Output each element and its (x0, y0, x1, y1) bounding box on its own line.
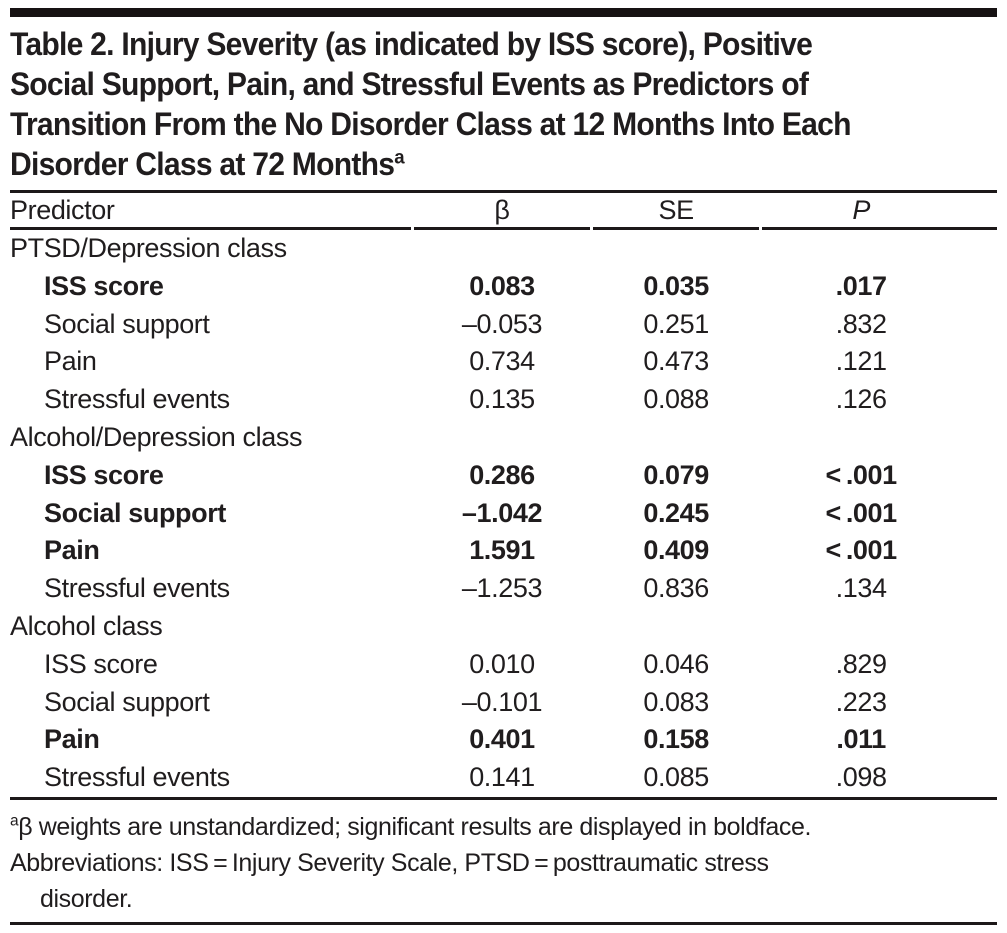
data-row: Stressful events 0.135 0.088 .126 (10, 381, 997, 419)
p-value-cell: .126 (835, 384, 887, 415)
beta-value-cell: 1.591 (469, 535, 535, 566)
results-table: Predictor β SE P PTSD/Depression class IS… (7, 193, 1000, 797)
footnotes: aβ weights are unstandardized; significa… (10, 800, 997, 917)
beta-value-cell: –1.253 (461, 573, 543, 604)
beta-value-cell: 0.010 (469, 648, 535, 679)
p-value-cell: .098 (835, 762, 887, 793)
data-row: ISS score 0.083 0.035 .017 (10, 268, 997, 306)
section-header-row: Alcohol class (10, 608, 997, 646)
footnote-abbreviations-line-2: disorder. (40, 884, 133, 913)
beta-value-cell: 0.141 (469, 762, 535, 793)
title-line-2: Social Support, Pain, and Stressful Even… (10, 66, 809, 102)
predictor-cell: Pain (44, 535, 100, 566)
se-value-cell: 0.245 (643, 497, 709, 528)
footnote-significance-text: β weights are unstandardized; significan… (18, 812, 812, 841)
section-label: Alcohol/Depression class (10, 421, 303, 452)
p-value-cell: .832 (835, 308, 887, 339)
se-value-cell: 0.836 (643, 573, 709, 604)
predictor-cell: Pain (44, 724, 100, 755)
section-label: PTSD/Depression class (10, 233, 287, 263)
data-row: Stressful events –1.253 0.836 .134 (10, 570, 997, 608)
beta-value-cell: 0.083 (469, 270, 535, 301)
predictor-cell: Stressful events (44, 573, 230, 604)
se-value-cell: 0.083 (643, 686, 709, 717)
predictor-cell: Social support (44, 497, 226, 528)
predictor-cell: Stressful events (44, 762, 230, 793)
se-value-cell: 0.079 (643, 459, 709, 490)
p-value-cell: .121 (835, 346, 887, 377)
footnote-marker: a (10, 812, 19, 830)
se-value-cell: 0.158 (643, 724, 709, 755)
se-value-cell: 0.473 (643, 346, 709, 377)
section-header-row: Alcohol/Depression class (10, 419, 997, 457)
section-label: Alcohol class (10, 610, 163, 641)
data-row: ISS score 0.286 0.079 < .001 (10, 457, 997, 495)
data-row: Pain 0.734 0.473 .121 (10, 343, 997, 381)
p-value-cell: .011 (836, 724, 886, 755)
se-value-cell: 0.035 (643, 270, 709, 301)
p-value-cell: .017 (835, 270, 887, 301)
title-line-3: Transition From the No Disorder Class at… (10, 106, 851, 142)
se-value-cell: 0.046 (643, 648, 709, 679)
beta-value-cell: –1.042 (461, 497, 543, 528)
predictor-cell: Pain (44, 346, 97, 377)
section-header-row: PTSD/Depression class (10, 230, 997, 268)
beta-value-cell: 0.734 (469, 346, 535, 377)
beta-value-cell: –0.101 (461, 686, 543, 717)
se-value-cell: 0.409 (643, 535, 709, 566)
column-header-p: P (762, 193, 997, 230)
beta-value-cell: 0.135 (469, 384, 535, 415)
column-header-row: Predictor β SE P (10, 193, 997, 230)
table-body: PTSD/Depression class ISS score 0.083 0.035… (10, 230, 997, 797)
column-header-se: SE (593, 193, 760, 230)
beta-value-cell: 0.286 (469, 459, 535, 490)
table-bottom-rule (10, 796, 997, 800)
p-value-cell: .829 (835, 648, 887, 679)
data-row: Stressful events 0.141 0.085 .098 (10, 759, 997, 797)
footnote-abbreviations-line-1: Abbreviations: ISS = Injury Severity Sca… (10, 848, 769, 877)
data-row: Social support –1.042 0.245 < .001 (10, 495, 997, 533)
predictor-cell: Social support (44, 686, 210, 717)
se-value-cell: 0.251 (643, 308, 709, 339)
beta-value-cell: –0.053 (461, 308, 543, 339)
table-2-panel: Table 2. Injury Severity (as indicated b… (0, 8, 1007, 925)
data-row: Social support –0.053 0.251 .832 (10, 306, 997, 344)
p-value-cell: .134 (835, 573, 887, 604)
beta-value-cell: 0.401 (469, 724, 535, 755)
table-title: Table 2. Injury Severity (as indicated b… (10, 24, 997, 184)
p-value-cell: < .001 (825, 459, 897, 490)
se-value-cell: 0.085 (643, 762, 709, 793)
p-value-cell: < .001 (825, 535, 897, 566)
footnote-significance: aβ weights are unstandardized; significa… (10, 809, 997, 845)
p-value-cell: .223 (835, 686, 887, 717)
bottom-rule (10, 921, 997, 925)
data-row: Pain 1.591 0.409 < .001 (10, 532, 997, 570)
predictor-cell: ISS score (44, 270, 164, 301)
title-footnote-marker: a (394, 146, 404, 169)
title-line-1: Table 2. Injury Severity (as indicated b… (10, 26, 813, 62)
top-rule (10, 8, 997, 17)
predictor-cell: ISS score (44, 648, 158, 679)
p-value-cell: < .001 (825, 497, 897, 528)
column-header-beta: β (413, 193, 590, 230)
data-row: Social support –0.101 0.083 .223 (10, 684, 997, 722)
data-row: ISS score 0.010 0.046 .829 (10, 646, 997, 684)
se-value-cell: 0.088 (643, 384, 709, 415)
title-rule (10, 190, 997, 193)
column-header-predictor: Predictor (10, 193, 411, 230)
title-line-4: Disorder Class at 72 Monthsa (10, 144, 938, 184)
predictor-cell: Stressful events (44, 384, 230, 415)
predictor-cell: ISS score (44, 459, 164, 490)
data-row: Pain 0.401 0.158 .011 (10, 721, 997, 759)
title-line-4-text: Disorder Class at 72 Months (10, 146, 395, 182)
predictor-cell: Social support (44, 308, 210, 339)
